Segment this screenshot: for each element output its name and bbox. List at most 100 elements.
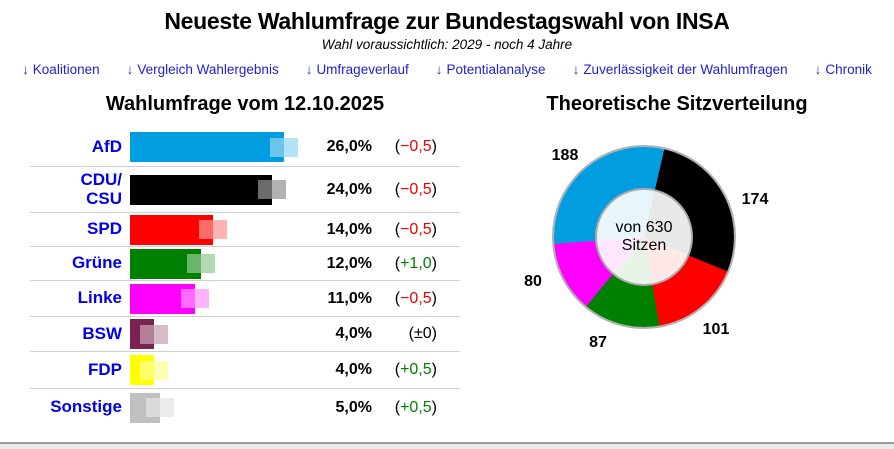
bar-zone (130, 132, 460, 162)
change-marker-outer (283, 137, 298, 157)
paren-open: ( (394, 361, 401, 378)
poll-bar-chart: Wahlumfrage vom 12.10.2025 AfD 26,0% (−0,5… (30, 91, 460, 426)
party-label: Linke (77, 288, 122, 308)
donut-ring: von 630 Sitzen (554, 147, 734, 327)
change-marker-inner (269, 137, 284, 157)
paren-close: ) (431, 398, 437, 416)
paren-close: ) (431, 254, 437, 272)
page-title: Neueste Wahlumfrage zur Bundestagswahl v… (164, 8, 730, 34)
donut-center-text: von 630 Sitzen (616, 219, 673, 256)
poll-bar (130, 355, 154, 385)
down-arrow-icon: ↓ (126, 62, 134, 77)
change-marker-inner (145, 398, 160, 417)
paren-open: ( (394, 289, 401, 307)
donut-hole-tint (597, 190, 691, 284)
paren-close: ) (431, 289, 437, 307)
poll-bar (130, 132, 284, 162)
change-marker-outer (201, 254, 216, 273)
poll-value: 14,0% (326, 220, 372, 238)
nav-link-label: Umfrageverlauf (316, 62, 409, 77)
poll-change: (±0) (365, 325, 437, 343)
nav-link-label: Zuverlässigkeit der Wahlumfragen (583, 62, 788, 77)
seat-count-gr-ne: 87 (589, 334, 607, 351)
nav-link-koalitionen[interactable]: ↓ Koalitionen (22, 62, 100, 77)
bar-zone (130, 248, 460, 279)
change-marker-outer (153, 360, 168, 380)
paren-open: ( (394, 138, 401, 155)
party-label: FDP (88, 359, 122, 379)
party-label: Sonstige (50, 397, 122, 417)
change-marker-inner (198, 220, 213, 239)
change-value: +0,5 (400, 398, 432, 416)
paren-open: ( (394, 254, 401, 272)
change-value: +1,0 (400, 254, 432, 272)
change-marker-inner (187, 254, 202, 273)
bar-zone (130, 214, 460, 245)
section-divider (0, 442, 894, 449)
nav-link-chronik[interactable]: ↓ Chronik (815, 62, 872, 77)
down-arrow-icon: ↓ (435, 62, 443, 77)
poll-row-sonstige: Sonstige 5,0% (+0,5) (30, 389, 460, 426)
poll-rows: AfD 26,0% (−0,5) CDU/ CSU 24,0% (−0,5) SPD 14,0… (30, 128, 460, 426)
seat-count-spd: 101 (702, 321, 730, 338)
poll-change: (−0,5) (365, 221, 437, 239)
poll-value: 26,0% (326, 138, 372, 155)
poll-change: (−0,5) (365, 290, 437, 308)
change-value: +0,5 (400, 361, 432, 378)
party-label: BSW (82, 323, 122, 343)
poll-row-cdu-csu: CDU/ CSU 24,0% (−0,5) (30, 167, 460, 213)
poll-value: 4,0% (335, 325, 372, 342)
bar-zone (130, 283, 460, 314)
poll-row-bsw: BSW 4,0% (±0) (30, 317, 460, 352)
change-marker-inner (139, 324, 154, 344)
down-arrow-icon: ↓ (814, 62, 822, 77)
seat-count-afd: 188 (551, 147, 579, 164)
poll-value: 24,0% (326, 180, 372, 198)
paren-open: ( (394, 220, 401, 238)
nav-link-zuverl-ssigkeit-der-wahlumfragen[interactable]: ↓ Zuverlässigkeit der Wahlumfragen (573, 62, 788, 77)
poll-chart-title: Wahlumfrage vom 12.10.2025 (105, 93, 385, 115)
donut-center-line1: von 630 (615, 218, 673, 236)
change-marker-inner (181, 289, 196, 308)
change-marker-inner (139, 360, 154, 380)
main-content: Wahlumfrage vom 12.10.2025 AfD 26,0% (−0,5… (0, 91, 894, 440)
poll-change: (+1,0) (365, 255, 437, 273)
seat-chart-title: Theoretische Sitzverteilung (546, 93, 808, 115)
poll-bar (130, 319, 154, 349)
poll-change: (+0,5) (365, 361, 437, 379)
page-subtitle: Wahl voraussichtlich: 2029 - noch 4 Jahr… (321, 37, 573, 52)
nav-link-umfrageverlauf[interactable]: ↓ Umfrageverlauf (306, 62, 409, 77)
change-value: −0,5 (400, 180, 432, 198)
nav-link-vergleich-wahlergebnis[interactable]: ↓ Vergleich Wahlergebnis (127, 62, 279, 77)
poll-bar (130, 283, 196, 314)
poll-bar (130, 174, 273, 205)
down-arrow-icon: ↓ (22, 62, 29, 77)
poll-change: (+0,5) (365, 399, 437, 417)
seat-count-cdu-csu: 174 (741, 191, 769, 208)
change-marker-inner (258, 180, 273, 199)
change-value: ±0 (413, 325, 432, 342)
change-value: −0,5 (400, 138, 432, 155)
poll-value: 12,0% (326, 254, 372, 272)
party-label: Grüne (71, 253, 122, 273)
nav-link-label: Koalitionen (32, 62, 100, 77)
change-marker-outer (195, 289, 210, 308)
change-marker-outer (153, 324, 168, 344)
donut-center-line2: Sitzen (621, 237, 667, 254)
paren-close: ) (431, 325, 437, 342)
nav-link-potentialanalyse[interactable]: ↓ Potentialanalyse (436, 62, 546, 77)
paren-open: ( (394, 180, 401, 198)
bar-zone (130, 319, 460, 349)
party-label: SPD (87, 219, 122, 239)
seat-donut-chart: Theoretische Sitzverteilung von 630 Sitz… (460, 91, 894, 440)
paren-close: ) (431, 220, 437, 238)
paren-close: ) (431, 361, 437, 378)
nav-link-label: Vergleich Wahlergebnis (137, 62, 279, 77)
section-nav: ↓ Koalitionen ↓ Vergleich Wahlergebnis ↓ Umfr… (0, 62, 894, 77)
down-arrow-icon: ↓ (305, 62, 313, 77)
down-arrow-icon: ↓ (572, 62, 580, 77)
party-label: CDU/ CSU (80, 169, 122, 208)
change-value: −0,5 (400, 220, 432, 238)
poll-change: (−0,5) (365, 181, 437, 199)
